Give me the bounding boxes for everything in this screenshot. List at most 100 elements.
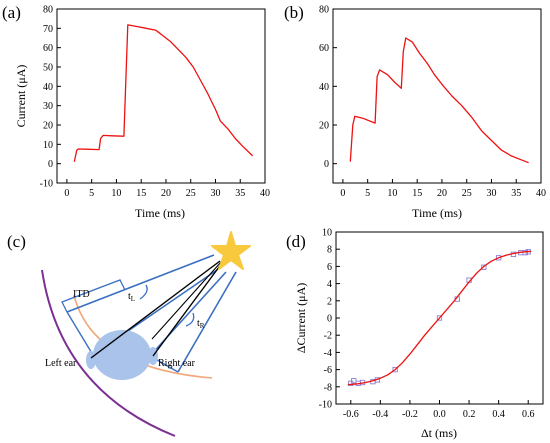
panel-label-b: (b)	[284, 3, 304, 22]
y-tick-label: -8	[324, 382, 332, 393]
x-tick-label: 5	[365, 188, 370, 199]
x-tick-label: 10	[111, 188, 121, 199]
tr-arc	[185, 312, 195, 327]
y-tick-label: 6	[327, 262, 332, 273]
y-tick-label: 80	[43, 5, 53, 16]
y-tick-label: 30	[43, 101, 53, 112]
series-b	[349, 37, 529, 164]
y-tick-label: 20	[319, 121, 329, 132]
x-axis-label-b: Time (ms)	[412, 206, 462, 220]
x-ticks-b: 0 5 10 15 20 25 30 35 40	[340, 179, 546, 199]
x-ticks-d: -0.6 -0.4 -0.2 0.0 0.2 0.4 0.6	[343, 400, 535, 420]
tl-arc	[139, 284, 148, 300]
x-tick-label: 15	[136, 188, 146, 199]
panel-label-d: (d)	[286, 232, 306, 251]
y-tick-label: 70	[43, 24, 53, 35]
x-tick-label: 0	[64, 188, 69, 199]
beam-outer-left	[66, 254, 215, 313]
y-axis-label-a: Current (μA)	[14, 65, 28, 128]
panel-a: (a) -10 0 10 20 30 40 50 60 70 80 0 5 10 15 20 25 30 35 4…	[2, 3, 270, 220]
series-a	[73, 24, 254, 162]
series-line	[73, 24, 254, 162]
x-tick-label: 25	[186, 188, 196, 199]
outer-arc	[41, 269, 176, 437]
data-point	[495, 255, 502, 261]
data-point	[392, 366, 398, 373]
x-tick-label: 0.0	[433, 409, 446, 420]
y-tick-label: -10	[319, 400, 332, 411]
x-tick-label: 40	[260, 188, 270, 199]
left-ear-shape	[86, 351, 96, 369]
y-tick-label: 10	[322, 228, 332, 239]
x-tick-label: 35	[235, 188, 245, 199]
x-tick-label: 0.2	[463, 409, 476, 420]
x-axis-label-a: Time (ms)	[135, 206, 185, 220]
itd-bracket	[61, 279, 126, 313]
y-tick-label: 2	[327, 296, 332, 307]
y-tick-label: 0	[48, 159, 53, 170]
x-tick-label: 30	[486, 188, 496, 199]
x-tick-label: 20	[437, 188, 447, 199]
panel-label-a: (a)	[2, 3, 21, 22]
beam-end-left	[66, 311, 94, 356]
x-tick-label: 20	[161, 188, 171, 199]
x-axis-label-d: Δt (ms)	[421, 426, 457, 440]
plot-frame-a	[56, 8, 266, 184]
data-point	[481, 264, 487, 270]
y-tick-label: 80	[319, 5, 329, 16]
x-tick-label: 25	[462, 188, 472, 199]
x-tick-label: 35	[511, 188, 521, 199]
path-center	[151, 261, 222, 340]
y-tick-label: 4	[327, 279, 332, 290]
panel-c-diagram: (c) ITD tL tR Left ear Right ear	[7, 231, 251, 437]
x-tick-label: -0.6	[343, 409, 359, 420]
x-tick-label: 5	[89, 188, 94, 199]
x-tick-label: -0.2	[402, 409, 418, 420]
series-d	[347, 249, 532, 387]
tl-label: tL	[128, 291, 135, 303]
y-tick-label: 60	[43, 43, 53, 54]
y-tick-label: 40	[319, 82, 329, 93]
x-tick-label: 30	[210, 188, 220, 199]
y-ticks-d: -10 -8 -6 -4 -2 0 2 4 6 8 10	[319, 228, 340, 411]
fit-curve	[347, 250, 532, 386]
path-left-ear	[90, 260, 221, 359]
tr-label: tR	[197, 318, 205, 330]
x-ticks-a: 0 5 10 15 20 25 30 35 40	[64, 179, 270, 199]
y-tick-label: -2	[324, 331, 332, 342]
x-tick-label: 10	[387, 188, 397, 199]
x-tick-label: -0.4	[372, 409, 388, 420]
sound-source-star-icon	[211, 231, 251, 270]
y-tick-label: -4	[324, 348, 332, 359]
path-right-ear	[152, 262, 223, 357]
y-tick-label: 20	[43, 121, 53, 132]
y-tick-label: 8	[327, 245, 332, 256]
x-tick-label: 0	[340, 188, 345, 199]
y-tick-label: 40	[43, 82, 53, 93]
x-tick-label: 0.6	[522, 409, 535, 420]
y-ticks-a: -10 0 10 20 30 40 50 60 70 80	[40, 5, 61, 190]
itd-label: ITD	[73, 289, 90, 300]
panel-d: (d) -10 -8 -6 -4 -2 0 2 4 6 8 10 -0.6 -0.4 -0.2 0.0 0.…	[286, 228, 544, 440]
y-tick-label: 50	[43, 63, 53, 74]
right-ear-label: Right ear	[158, 358, 196, 369]
x-tick-label: 0.4	[492, 409, 505, 420]
x-tick-label: 40	[536, 188, 546, 199]
y-ticks-b: 0 20 40 60 80	[319, 5, 337, 170]
x-tick-label: 15	[412, 188, 422, 199]
head	[93, 330, 151, 380]
y-tick-label: 60	[319, 43, 329, 54]
y-tick-label: -10	[40, 179, 53, 190]
series-line	[349, 37, 529, 164]
y-tick-label: -6	[324, 365, 332, 376]
y-tick-label: 0	[324, 159, 329, 170]
y-axis-label-d: ΔCurrent (μA)	[294, 283, 308, 353]
plot-frame-b	[332, 8, 542, 184]
panel-b: (b) 0 20 40 60 80 0 5 10 15 20 25 30 35 40 Time (ms)	[284, 3, 546, 220]
beam-outer-right	[177, 271, 237, 373]
panel-label-c: (c)	[7, 232, 26, 251]
left-ear-label: Left ear	[45, 358, 77, 369]
y-tick-label: 10	[43, 140, 53, 151]
y-tick-label: 0	[327, 314, 332, 325]
